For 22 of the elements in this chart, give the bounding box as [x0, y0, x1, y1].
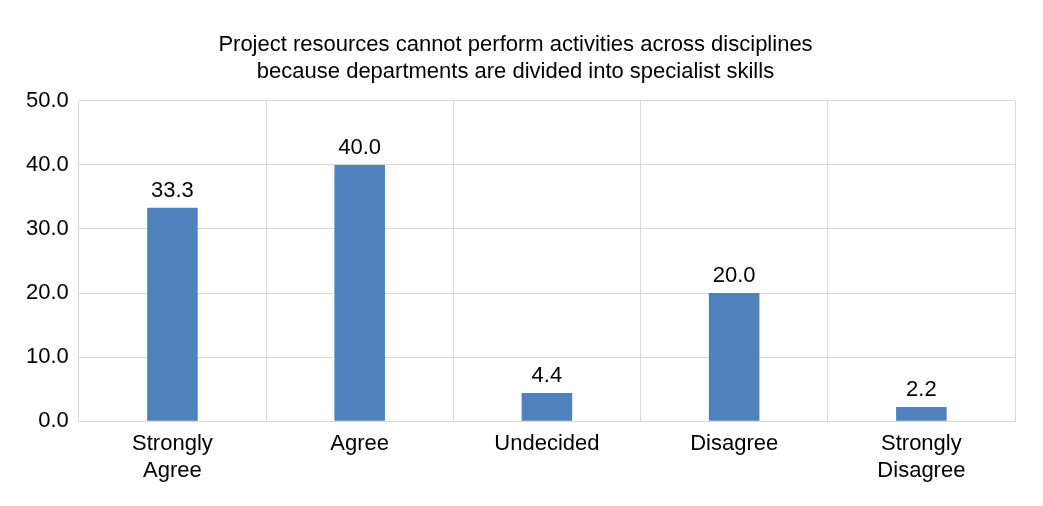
data-label: 33.3 — [151, 176, 194, 202]
y-tick-label: 20.0 — [25, 279, 69, 305]
data-label: 2.2 — [906, 376, 937, 402]
y-tick-label: 40.0 — [25, 150, 69, 176]
x-tick-label: Strongly Disagree — [877, 430, 966, 482]
x-tick-label: Agree — [330, 430, 390, 456]
x-tick-label: Strongly Agree — [132, 430, 213, 482]
x-tick-label: Undecided — [494, 430, 600, 456]
data-label: 20.0 — [712, 262, 756, 288]
data-label: 40.0 — [338, 133, 382, 159]
bar — [521, 393, 573, 421]
y-tick-label: 50.0 — [25, 86, 69, 112]
bar — [147, 207, 198, 421]
bar — [708, 293, 760, 421]
bar — [896, 407, 947, 421]
chart-title: Project resources cannot perform activities across disciplines because departments are divided into specialist skills — [218, 31, 813, 83]
y-tick-label: 30.0 — [25, 215, 69, 241]
bar — [334, 164, 385, 421]
x-tick-label: Disagree — [690, 430, 779, 456]
y-tick-label: 0.0 — [38, 407, 69, 433]
y-tick-label: 10.0 — [25, 343, 69, 369]
data-label: 4.4 — [531, 362, 563, 388]
